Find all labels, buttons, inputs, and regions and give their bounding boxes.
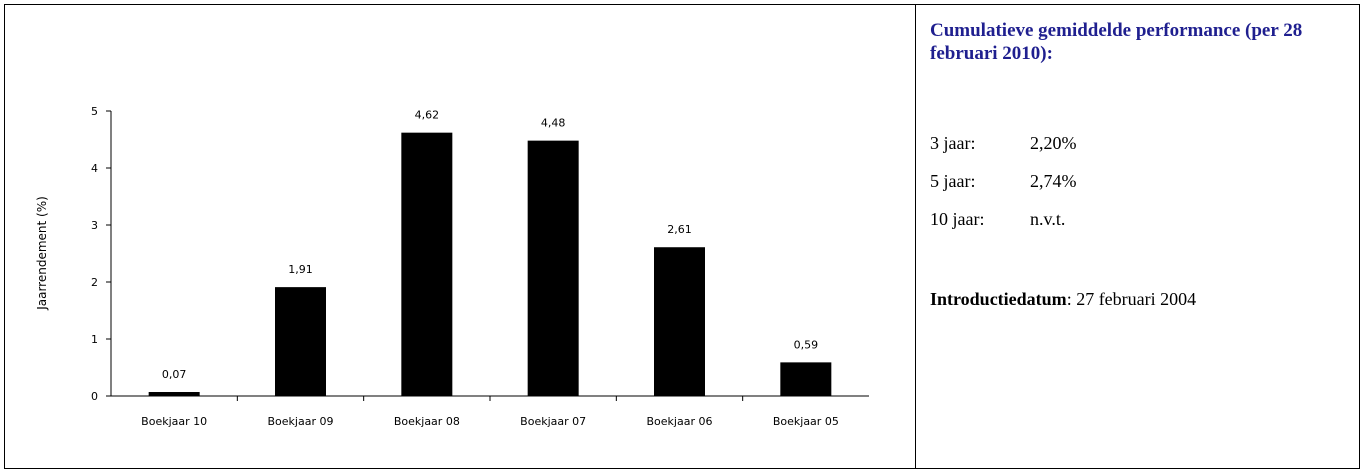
perf-value: 2,74% xyxy=(1030,171,1077,191)
y-tick-label: 1 xyxy=(91,333,98,346)
chart-labels: 0,07 Boekjaar 10 1,91 Boekjaar 09 4,62 Boekja… xyxy=(141,109,839,428)
perf-value: n.v.t. xyxy=(1030,209,1066,229)
intro-label: Introductiedatum xyxy=(930,289,1067,309)
x-tick-label: Boekjaar 10 xyxy=(141,415,207,428)
bar xyxy=(780,362,832,396)
data-label: 4,48 xyxy=(541,117,566,130)
perf-value: 2,20% xyxy=(1030,133,1077,153)
performance-title: Cumulatieve gemiddelde performance (per … xyxy=(930,20,1303,64)
y-axis-label: Jaarrendement (%) xyxy=(35,196,49,311)
chart-panel: 0 1 2 3 4 5 0,07 Boekjaar 10 1,91 Boekjaar 09 4,6… xyxy=(5,5,916,468)
x-tick-label: Boekjaar 06 xyxy=(647,415,713,428)
bar xyxy=(654,247,705,396)
y-tick-label: 5 xyxy=(91,105,98,118)
y-tick-label: 0 xyxy=(91,390,98,403)
bar xyxy=(148,392,200,396)
perf-label: 10 jaar: xyxy=(930,209,985,229)
data-label: 1,91 xyxy=(288,263,313,276)
info-panel: Cumulatieve gemiddelde performance (per … xyxy=(916,5,1359,468)
y-tick-label: 3 xyxy=(91,219,98,232)
x-tick-label: Boekjaar 09 xyxy=(268,415,334,428)
bar-chart: 0 1 2 3 4 5 0,07 Boekjaar 10 1,91 Boekjaar 09 4,6… xyxy=(35,105,869,428)
data-label: 0,59 xyxy=(794,338,819,351)
bar xyxy=(275,287,326,396)
y-tick-label: 2 xyxy=(91,276,98,289)
data-label: 0,07 xyxy=(162,368,187,381)
introduction-date: Introductiedatum: 27 februari 2004 xyxy=(930,289,1196,310)
data-label: 4,62 xyxy=(415,109,440,122)
perf-row-5y: 5 jaar: 2,74% xyxy=(930,170,1077,192)
chart-axes: 0 1 2 3 4 5 xyxy=(91,105,869,403)
perf-label: 5 jaar: xyxy=(930,171,976,191)
x-tick-label: Boekjaar 08 xyxy=(394,415,460,428)
perf-label: 3 jaar: xyxy=(930,133,976,153)
x-tick-label: Boekjaar 05 xyxy=(773,415,839,428)
bar xyxy=(401,132,453,396)
bar xyxy=(527,140,579,396)
performance-frame: 0 1 2 3 4 5 0,07 Boekjaar 10 1,91 Boekjaar 09 4,6… xyxy=(4,4,1360,469)
perf-row-3y: 3 jaar: 2,20% xyxy=(930,132,1077,154)
perf-row-10y: 10 jaar: n.v.t. xyxy=(930,208,1065,230)
data-label: 2,61 xyxy=(667,223,692,236)
chart-bars xyxy=(148,132,832,396)
intro-value: : 27 februari 2004 xyxy=(1066,289,1197,309)
y-tick-label: 4 xyxy=(91,162,98,175)
x-tick-label: Boekjaar 07 xyxy=(520,415,586,428)
